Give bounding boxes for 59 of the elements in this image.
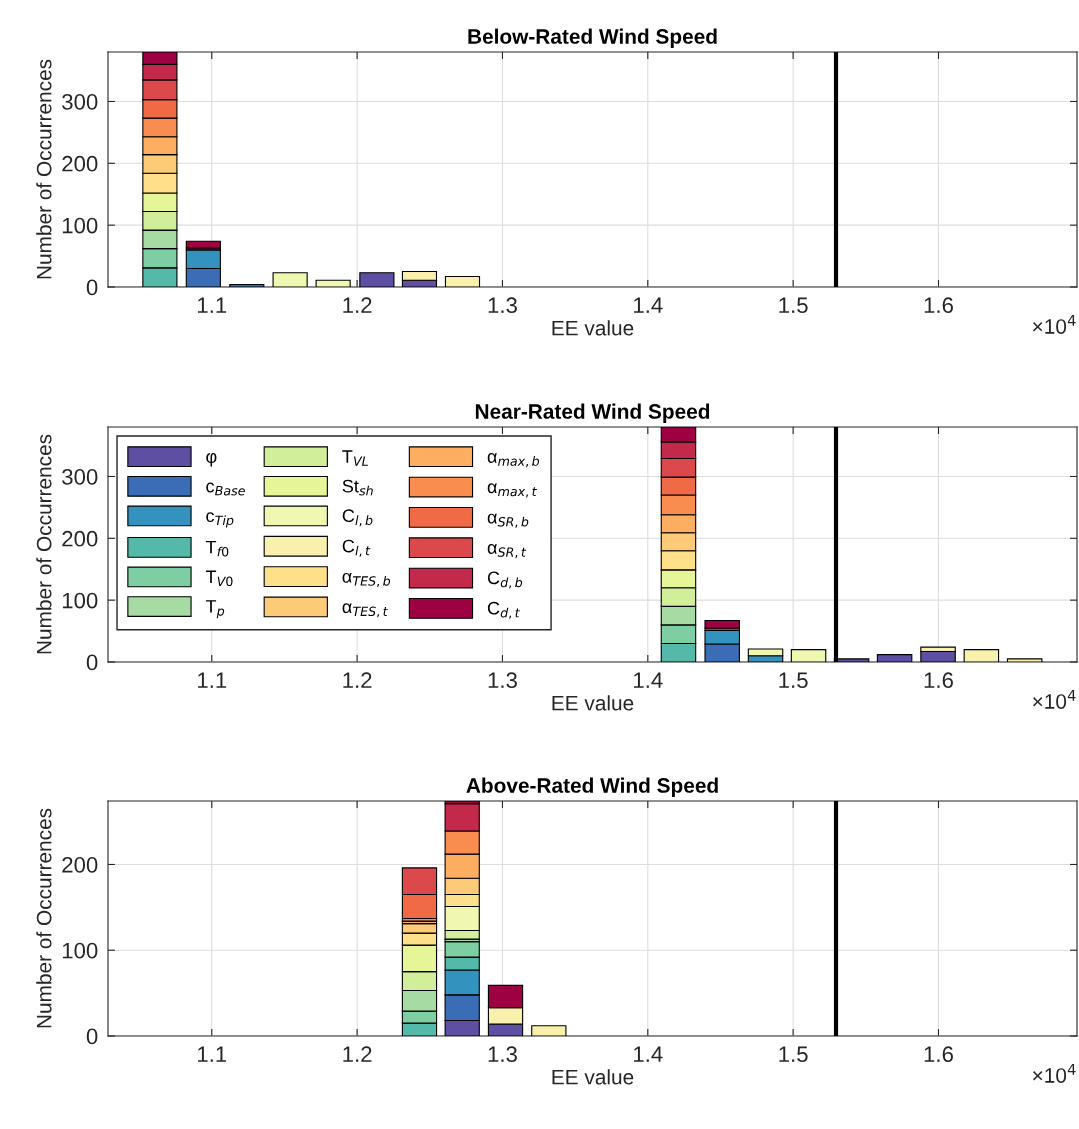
legend-label: T$_{p}$ [205, 600, 225, 619]
y-tick-label: 0 [86, 654, 98, 671]
x-tick-label: 1.1 [198, 297, 227, 313]
y-tick-label: 300 [62, 469, 98, 485]
y-tick-label: 0 [86, 1028, 98, 1045]
x-axis-title: EE value [552, 1069, 634, 1085]
text: ×10$^{4}$ [1033, 315, 1076, 334]
legend-label: T$_{V0}$ [205, 570, 233, 587]
y-tick-label: 0 [86, 279, 98, 296]
x-tick-label: 1.3 [488, 1046, 517, 1063]
legend-label: C$_{l,t}$ [342, 539, 371, 557]
x-tick-label: 1.5 [779, 672, 808, 689]
y-axis-title: Number of Occurrences [36, 434, 52, 654]
legend-label: T$_{VL}$ [342, 450, 368, 466]
chart-title: Near-Rated Wind Speed [475, 403, 710, 423]
x-axis-title: EE value [552, 320, 634, 336]
x-tick-label: 1.2 [343, 1046, 372, 1062]
y-tick-label: 200 [62, 857, 98, 873]
y-tick-label: 100 [62, 592, 98, 609]
legend-label: C$_{l,b}$ [342, 509, 373, 527]
x-tick-label: 1.1 [198, 672, 227, 688]
y-axis-title: Number of Occurrences [36, 59, 52, 279]
x-tick-label: 1.5 [779, 297, 808, 314]
y-tick-label: 200 [62, 155, 98, 172]
x-tick-label: 1.4 [634, 1046, 663, 1062]
x-tick-label: 1.3 [488, 297, 517, 314]
legend-label: α$_{SR,b}$ [487, 513, 529, 528]
y-tick-label: 300 [62, 94, 98, 110]
chart-title: Below-Rated Wind Speed [468, 28, 717, 48]
legend-label: c$_{Base}$ [206, 482, 245, 496]
x-tick-label: 1.6 [924, 672, 953, 689]
text: ×10$^{4}$ [1033, 690, 1076, 709]
y-tick-label: 200 [62, 530, 98, 547]
y-tick-label: 100 [62, 217, 98, 234]
x-tick-label: 1.6 [924, 297, 953, 314]
x-tick-label: 1.3 [488, 672, 517, 689]
x-tick-label: 1.4 [634, 672, 663, 688]
x-tick-label: 1.4 [634, 297, 663, 313]
x-tick-label: 1.2 [343, 297, 372, 313]
legend-label: C$_{d,b}$ [487, 571, 523, 589]
legend-label: T$_{f0}$ [205, 540, 229, 557]
legend-label: α$_{TES,t}$ [342, 603, 388, 618]
x-axis-title: EE value [552, 695, 634, 711]
x-tick-label: 1.6 [924, 1046, 953, 1063]
legend-label: C$_{d,t}$ [487, 601, 521, 619]
legend-label: c$_{Tip}$ [206, 512, 234, 528]
x-tick-label: 1.2 [343, 672, 372, 688]
y-tick-label: 100 [62, 942, 98, 959]
legend-label: α$_{max,t}$ [487, 483, 537, 498]
legend-label: St$_{sh}$ [342, 479, 373, 496]
legend-label: α$_{SR,t}$ [487, 544, 527, 559]
x-tick-label: 1.5 [779, 1046, 808, 1063]
text: ×10$^{4}$ [1033, 1064, 1076, 1083]
legend-label: φ [206, 453, 217, 467]
chart-title: Above-Rated Wind Speed [466, 777, 718, 797]
x-tick-label: 1.1 [198, 1046, 227, 1062]
y-axis-title: Number of Occurrences [36, 808, 52, 1028]
legend-label: α$_{TES,b}$ [342, 572, 391, 588]
legend-label: α$_{max,b}$ [487, 453, 540, 468]
